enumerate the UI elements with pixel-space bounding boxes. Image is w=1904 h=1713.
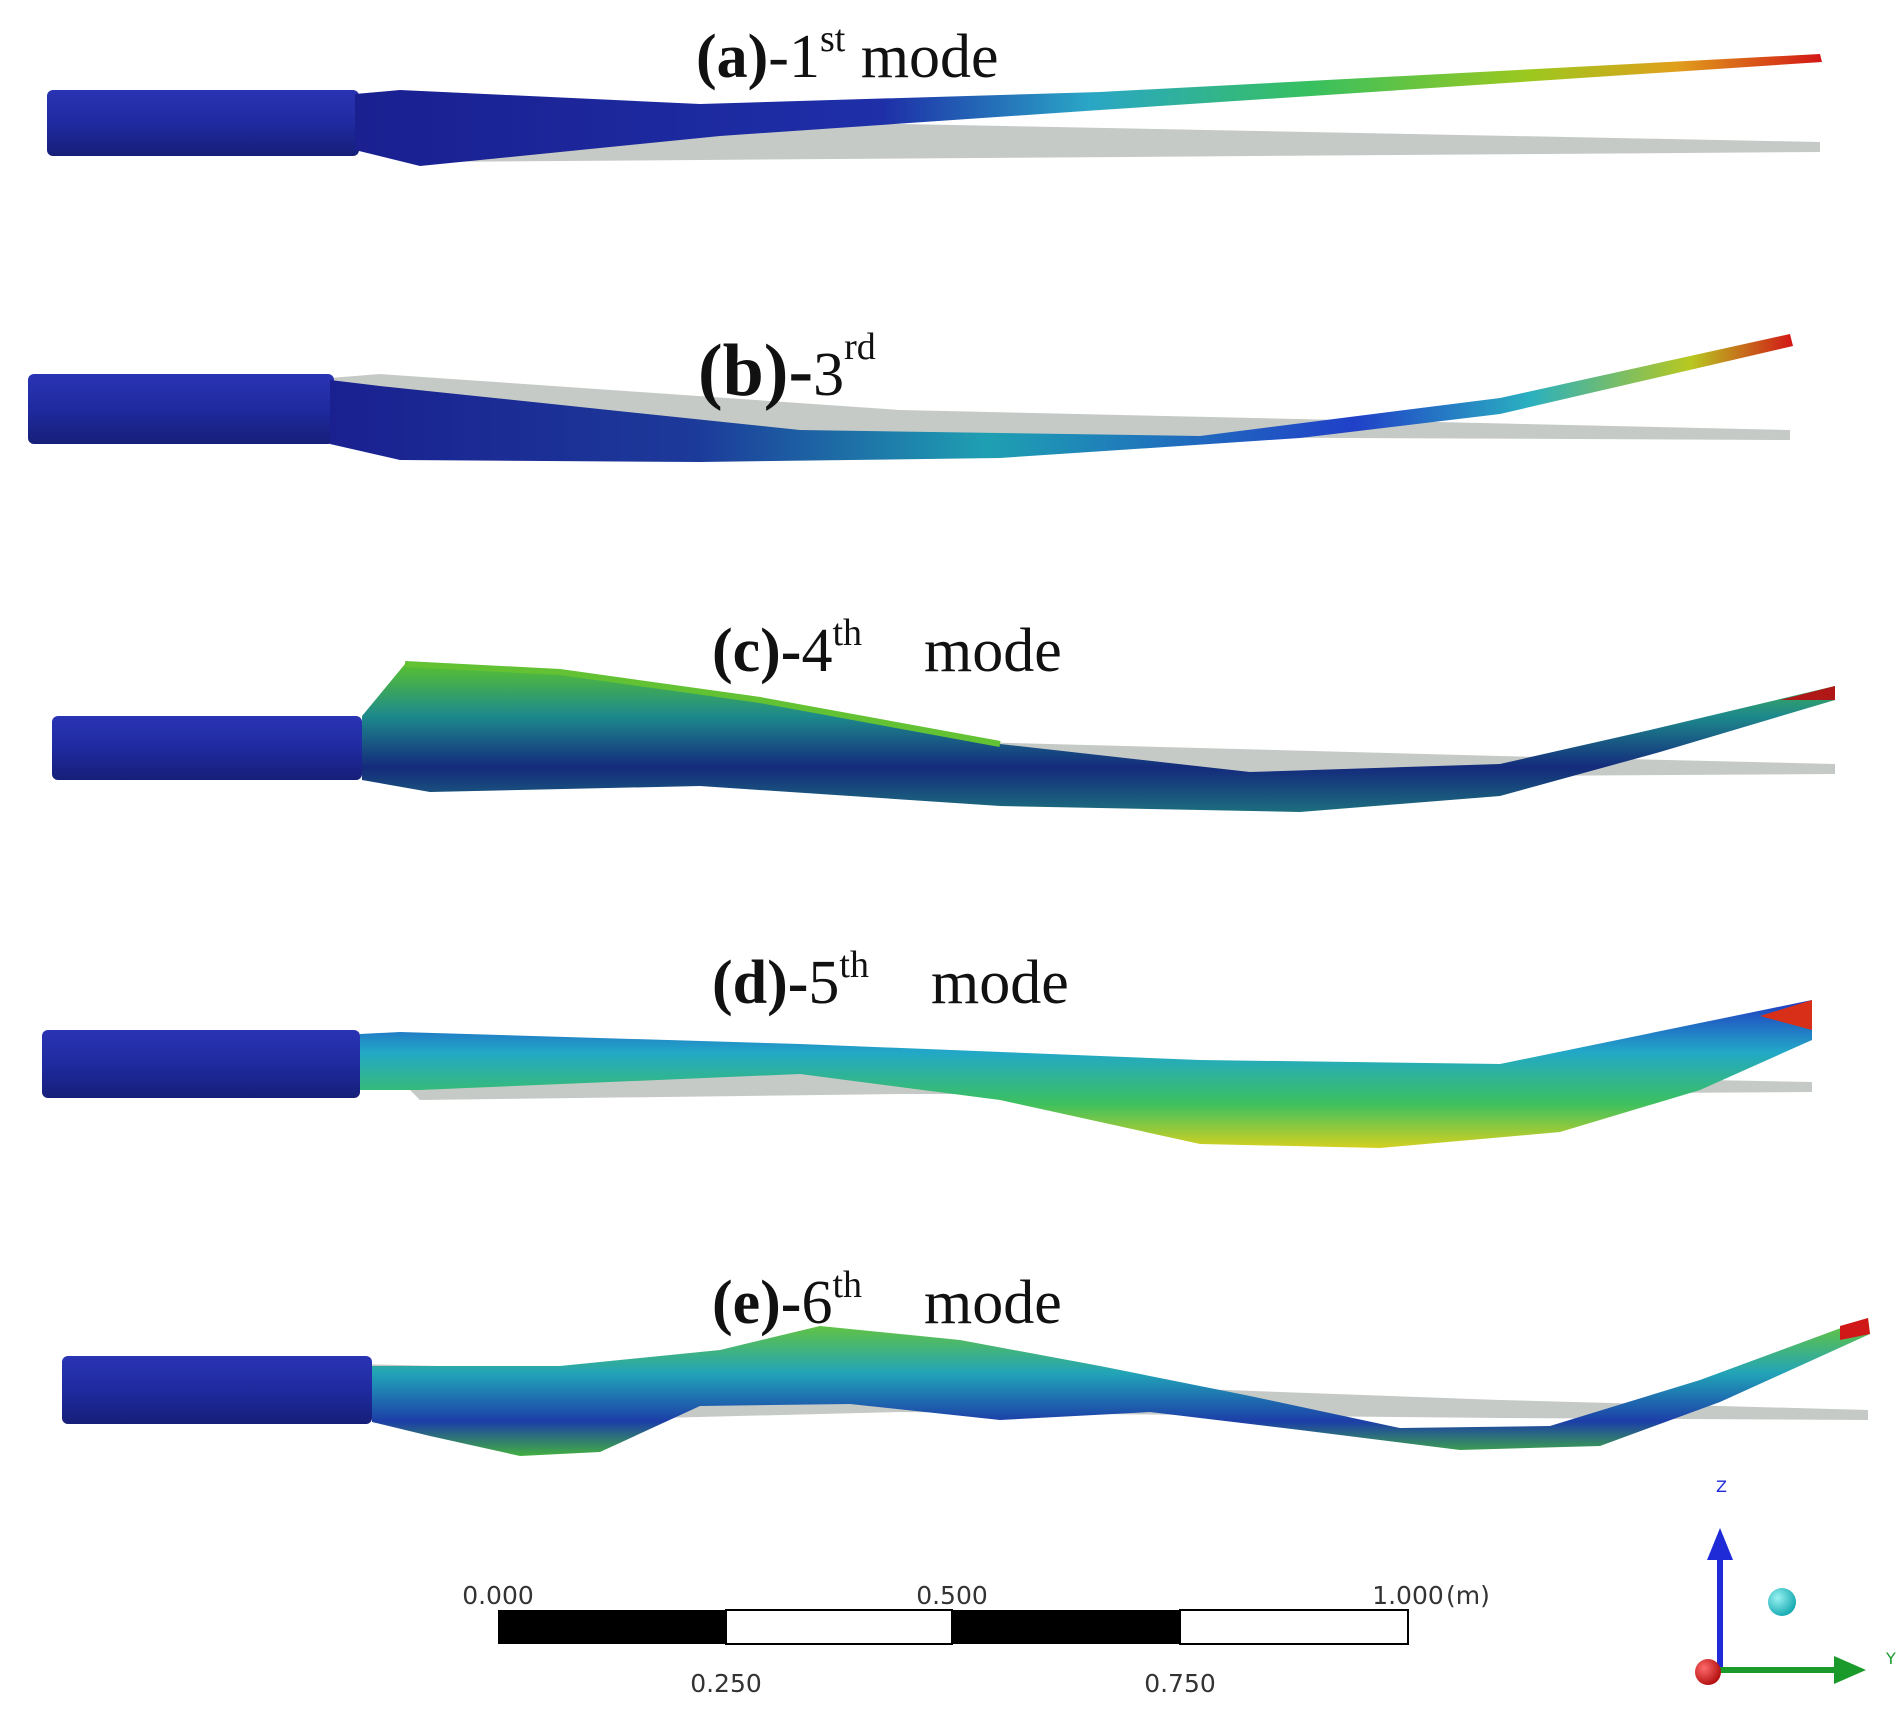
mode-label-c-number: 4: [801, 617, 833, 685]
mode-label-c-prefix: (c)-: [712, 617, 802, 685]
mode-label-d-prefix: (d)-: [712, 949, 809, 1017]
origin-x-axis-icon: [1695, 1659, 1721, 1685]
scale-tick-0: 0.000: [462, 1581, 534, 1610]
scale-seg-3: [952, 1610, 1180, 1644]
y-axis-label: Y: [1885, 1649, 1896, 1668]
z-arrow-head-icon: [1707, 1528, 1733, 1560]
mode-label-e-prefix: (e)-: [712, 1269, 802, 1337]
mode-label-e-suffix: th: [832, 1264, 863, 1306]
scale-tick-0-5: 0.500: [916, 1581, 988, 1610]
mode-label-e: (e)-6th mode: [712, 1266, 1062, 1337]
mode-label-b-suffix: rd: [844, 326, 876, 368]
deformed-blade-a: [355, 54, 1822, 166]
scale-tick-0-25: 0.250: [690, 1669, 762, 1698]
mode-label-d-number: 5: [808, 949, 840, 1017]
hub-a: [47, 90, 359, 156]
mode-label-a-suffix: st: [819, 18, 846, 60]
isometric-view-ball-icon: [1768, 1588, 1796, 1616]
mode-label-c-tail: mode: [862, 617, 1062, 685]
scale-seg-2: [725, 1609, 953, 1645]
hub-b: [28, 374, 334, 444]
mode-label-d-suffix: th: [839, 944, 869, 986]
deformed-blade-d-tip: [1760, 1000, 1812, 1030]
blade-mode-d: [42, 1000, 1812, 1148]
mode-label-a-prefix: (a): [696, 23, 769, 91]
deformed-blade-c: [362, 664, 1835, 812]
y-arrow-head-icon: [1834, 1656, 1866, 1684]
scale-seg-4: [1179, 1609, 1409, 1645]
mode-label-d-tail: mode: [868, 949, 1069, 1017]
scale-tick-1: 1.000: [1372, 1581, 1444, 1610]
mode-label-b-number: 3: [813, 341, 845, 409]
mode-label-e-tail: mode: [862, 1269, 1062, 1337]
hub-c: [52, 716, 362, 780]
mode-label-a-tail: mode: [845, 23, 999, 91]
mode-label-d: (d)-5th mode: [712, 946, 1069, 1017]
blade-mode-e: [62, 1318, 1870, 1456]
mode-label-c-suffix: th: [832, 612, 863, 654]
blade-mode-c: [52, 661, 1835, 812]
deformed-blade-b: [330, 334, 1793, 462]
z-axis-label: Z: [1716, 1477, 1727, 1496]
blade-mode-a: [47, 54, 1822, 166]
hub-d: [42, 1030, 360, 1098]
mode-label-a-number: -1: [768, 23, 820, 91]
deformed-blade-c-tip: [1780, 686, 1835, 700]
deformed-blade-e: [372, 1318, 1870, 1456]
mode-label-c: (c)-4th mode: [712, 614, 1062, 685]
scale-tick-0-75: 0.750: [1144, 1669, 1216, 1698]
scale-bar: 0.000 0.500 1.000 (m) 0.250 0.750: [462, 1581, 1490, 1698]
mode-label-b: (b)-3rd: [698, 328, 876, 409]
deformed-blade-d: [360, 1000, 1812, 1148]
undeformed-blade-a: [360, 100, 1820, 162]
mode-label-b-prefix: (b)-: [698, 330, 814, 412]
scale-seg-1: [498, 1610, 726, 1644]
mode-label-a: (a)-1st mode: [696, 20, 999, 91]
deformed-blade-c-edge: [404, 661, 1001, 747]
coordinate-triad: Z Y: [1695, 1477, 1896, 1685]
hub-e: [62, 1356, 372, 1424]
deformed-blade-e-tip: [1840, 1318, 1870, 1340]
scale-unit: (m): [1446, 1581, 1490, 1610]
blade-mode-b: [28, 334, 1793, 462]
mode-label-e-number: 6: [801, 1269, 833, 1337]
